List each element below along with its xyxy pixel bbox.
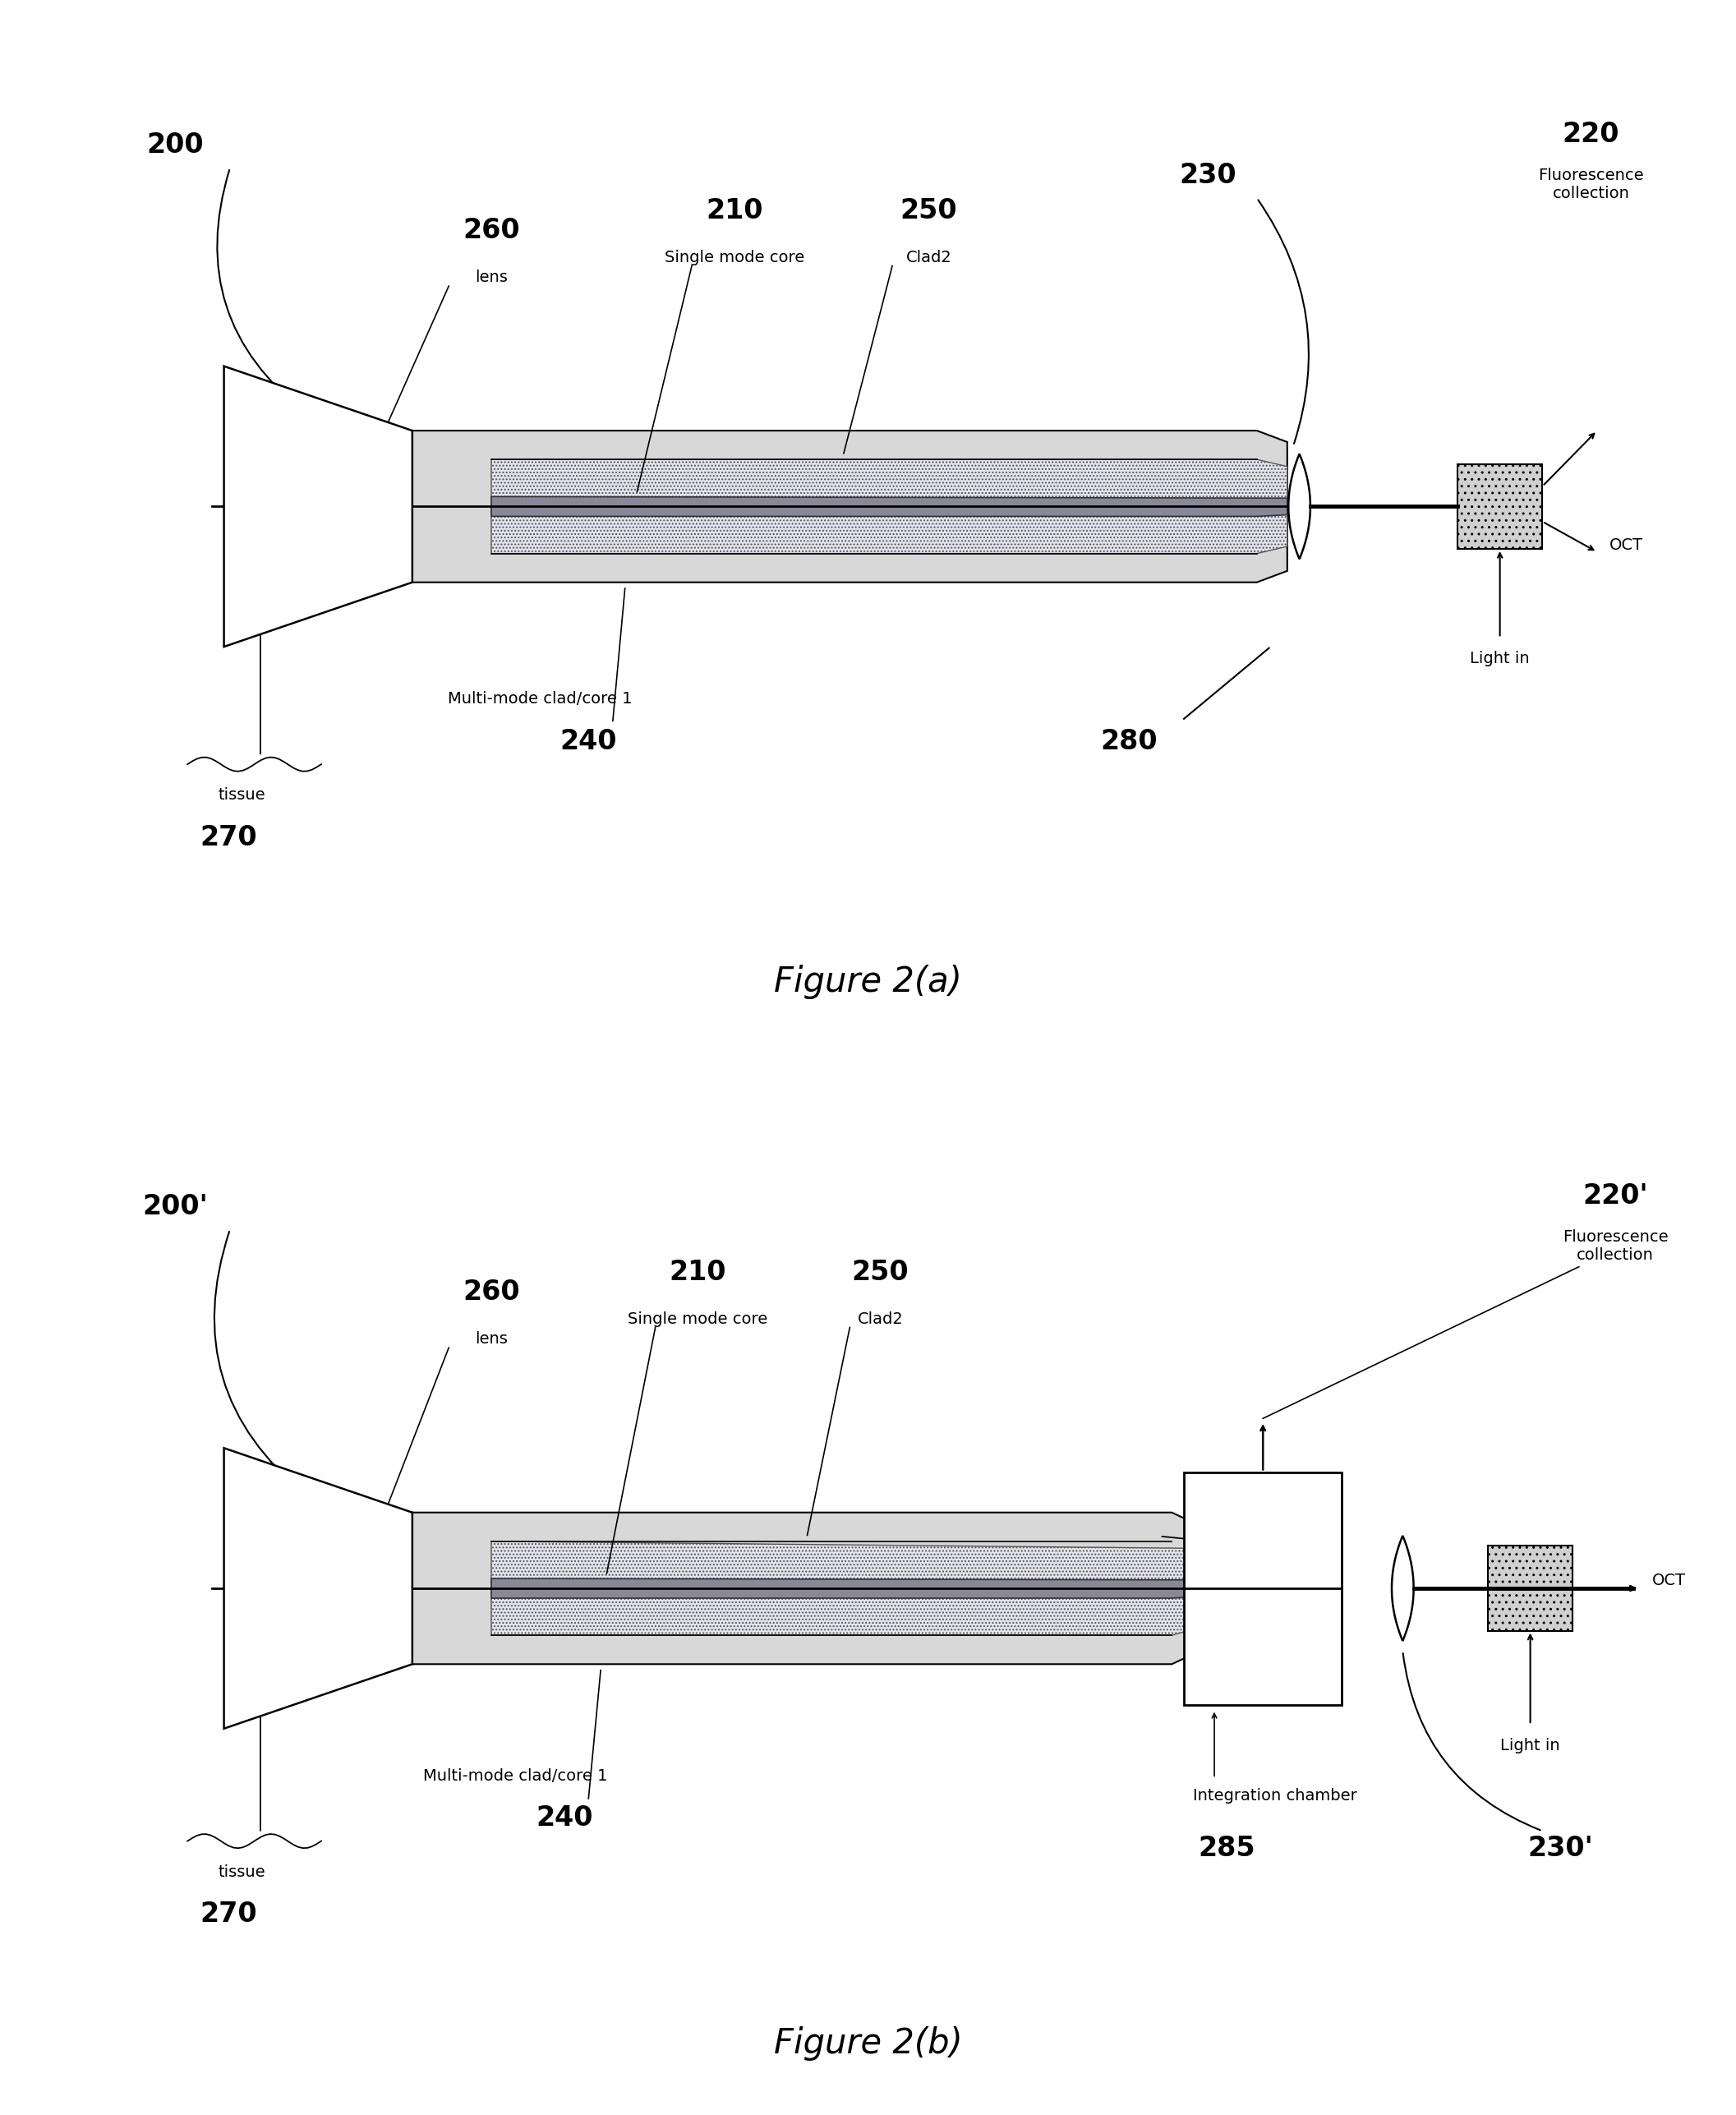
Text: OCT: OCT xyxy=(1651,1571,1686,1588)
Text: Single mode core: Single mode core xyxy=(628,1311,767,1326)
Polygon shape xyxy=(260,396,1286,615)
Text: 200: 200 xyxy=(148,131,203,159)
Text: Single mode core: Single mode core xyxy=(665,250,804,264)
Text: Fluorescence
collection: Fluorescence collection xyxy=(1538,167,1644,201)
Text: OCT: OCT xyxy=(1609,537,1642,552)
Text: tissue: tissue xyxy=(219,787,266,804)
Polygon shape xyxy=(491,497,1286,516)
Text: Figure 2(b): Figure 2(b) xyxy=(774,2026,962,2060)
Polygon shape xyxy=(260,1478,1196,1698)
Text: 285: 285 xyxy=(1198,1836,1255,1861)
Bar xyxy=(1457,463,1542,550)
Text: 230: 230 xyxy=(1180,161,1236,188)
Text: tissue: tissue xyxy=(219,1863,266,1880)
Text: Clad2: Clad2 xyxy=(858,1311,903,1326)
Text: 200': 200' xyxy=(142,1193,208,1220)
Bar xyxy=(1488,1546,1573,1631)
Text: 270: 270 xyxy=(200,825,257,850)
Polygon shape xyxy=(491,459,1286,554)
Text: Light in: Light in xyxy=(1500,1739,1561,1753)
Polygon shape xyxy=(491,1542,1196,1635)
Text: 220': 220' xyxy=(1583,1182,1647,1210)
Text: 260: 260 xyxy=(464,218,519,243)
Text: Figure 2(a): Figure 2(a) xyxy=(774,964,962,998)
Polygon shape xyxy=(1288,455,1311,558)
Polygon shape xyxy=(1392,1535,1413,1641)
Text: Multi-mode clad/core 1: Multi-mode clad/core 1 xyxy=(448,692,632,706)
Text: 210: 210 xyxy=(670,1258,726,1286)
Text: Fluorescence
collection: Fluorescence collection xyxy=(1562,1229,1668,1263)
Text: 230': 230' xyxy=(1528,1836,1594,1861)
Text: 210: 210 xyxy=(707,197,762,224)
Text: 240: 240 xyxy=(536,1804,592,1832)
Polygon shape xyxy=(224,366,411,647)
Text: 280: 280 xyxy=(1101,728,1158,755)
Text: 220: 220 xyxy=(1562,121,1620,148)
Text: 250: 250 xyxy=(901,197,957,224)
Text: lens: lens xyxy=(476,1330,507,1347)
Text: 260: 260 xyxy=(464,1280,519,1305)
Bar xyxy=(1184,1472,1342,1705)
Text: Integration chamber: Integration chamber xyxy=(1193,1789,1358,1804)
Polygon shape xyxy=(491,1578,1196,1599)
Text: lens: lens xyxy=(476,271,507,286)
Text: 240: 240 xyxy=(561,728,616,755)
Text: 250: 250 xyxy=(852,1258,908,1286)
Text: Multi-mode clad/core 1: Multi-mode clad/core 1 xyxy=(424,1768,608,1783)
Text: 270: 270 xyxy=(200,1901,257,1927)
Text: Light in: Light in xyxy=(1470,651,1529,666)
Polygon shape xyxy=(224,1449,411,1728)
Text: Clad2: Clad2 xyxy=(906,250,951,264)
